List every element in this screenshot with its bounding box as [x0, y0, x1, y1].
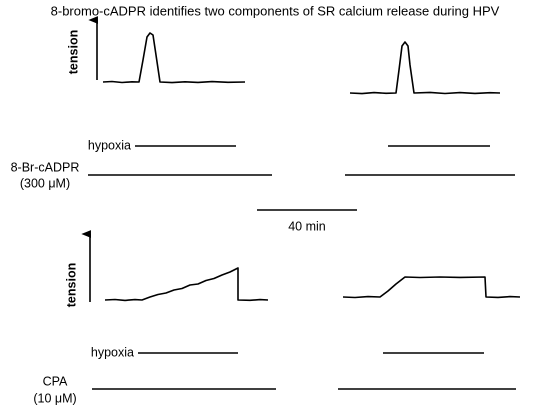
- condition-label: CPA: [43, 374, 68, 388]
- title: 8-bromo-cADPR identifies two components …: [51, 3, 500, 18]
- trace: [349, 41, 501, 95]
- condition-label: 8-Br-cADPR: [11, 160, 80, 174]
- y-label: tension: [64, 263, 78, 307]
- trace: [102, 32, 246, 84]
- condition-sublabel: (10 μM): [33, 391, 76, 405]
- condition-label: hypoxia: [91, 345, 134, 359]
- trace: [104, 267, 269, 302]
- trace: [342, 276, 521, 299]
- y-label: tension: [66, 30, 80, 74]
- condition-sublabel: (300 μM): [20, 176, 70, 190]
- scale-label: 40 min: [288, 219, 326, 233]
- condition-label: hypoxia: [88, 138, 131, 152]
